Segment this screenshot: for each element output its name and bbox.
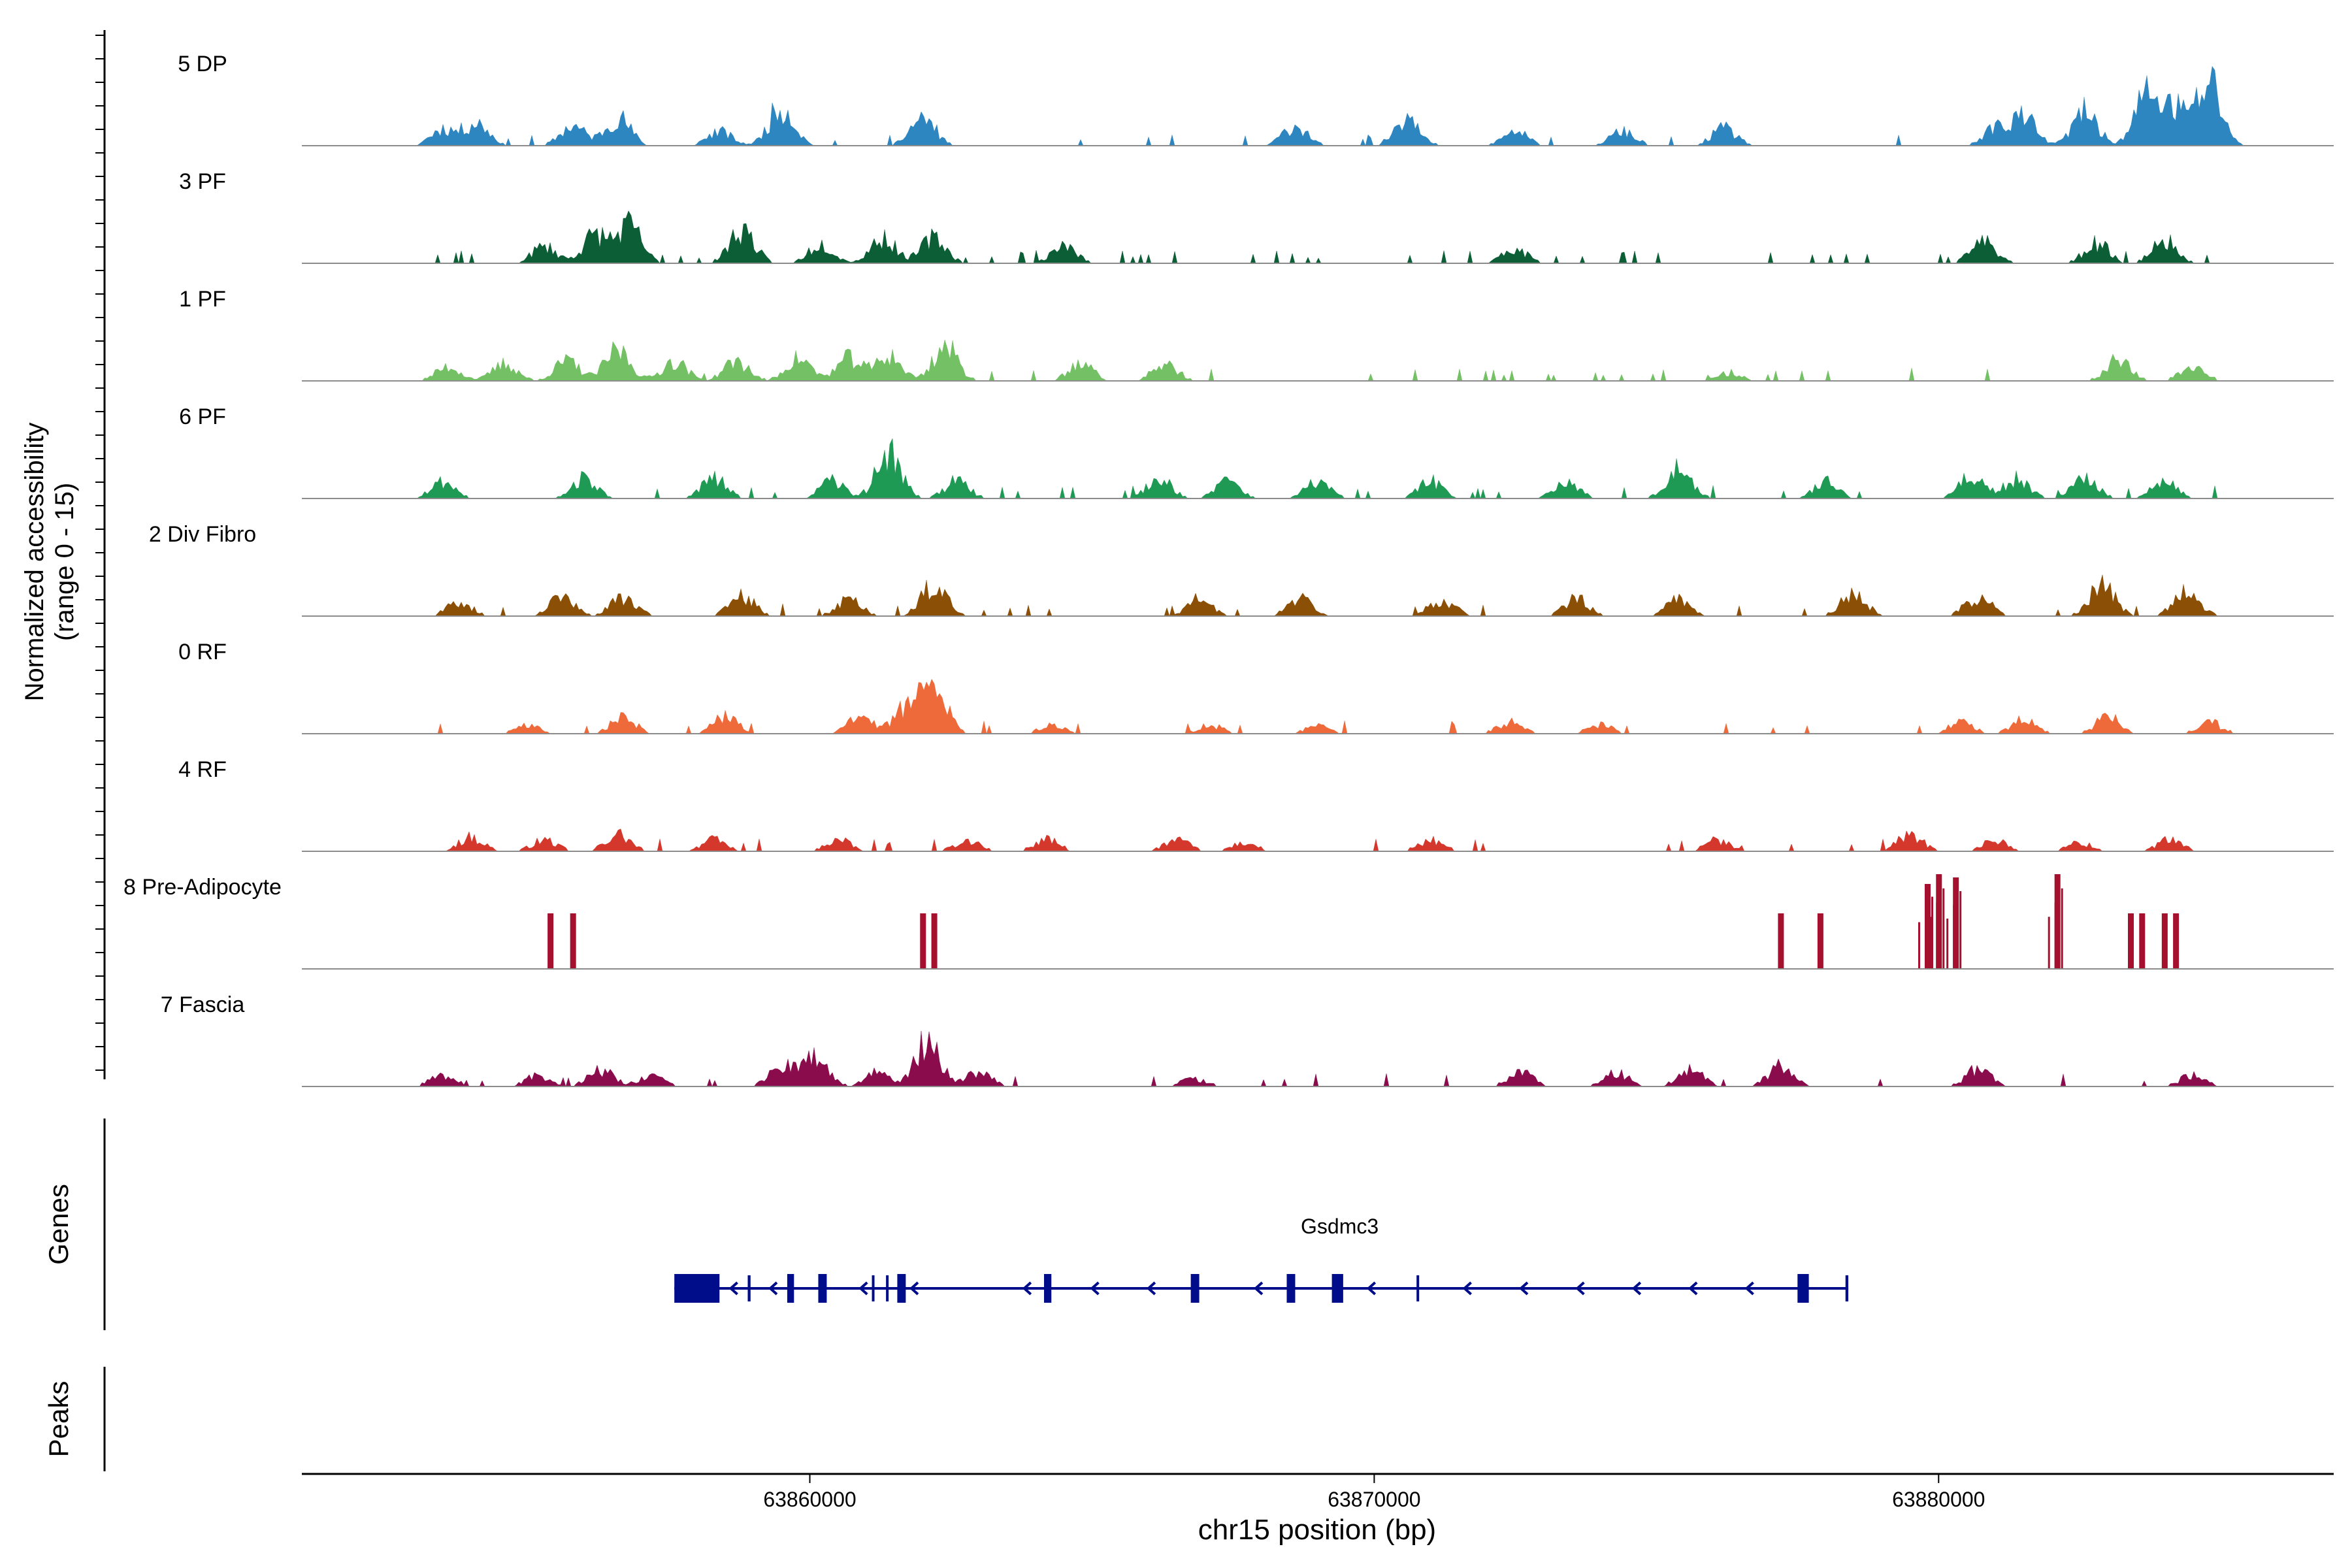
coverage-y-ticks [95, 35, 105, 1071]
strand-arrow [858, 1281, 868, 1296]
coverage-bar [2054, 874, 2061, 969]
coverage-tracks: 5 DP 3 PF 1 PF 6 PF 2 Div Fibro 0 RF 4 RF 8 Pre… [123, 52, 2334, 1087]
track-label: 8 Pre-Adipocyte [123, 875, 282, 900]
coverage-bar [2161, 913, 2168, 969]
coverage-area [302, 828, 2334, 852]
coverage-bar [547, 913, 554, 969]
strand-arrow [1022, 1281, 1032, 1296]
x-axis-ticks: 63860000 63870000 63880000 [763, 1474, 1985, 1511]
coverage-bar [1953, 877, 1959, 969]
peaks-track-label: Peaks [43, 1381, 74, 1458]
track-label: 6 PF [179, 404, 226, 429]
gene-exon [1286, 1274, 1296, 1303]
strand-arrow [1744, 1281, 1754, 1296]
y-axis-label-line: Normalized accessibility [20, 423, 49, 702]
coverage-area [302, 340, 2334, 382]
coverage-bar [1936, 874, 1942, 969]
strand-arrow [1146, 1281, 1156, 1296]
track-label: 0 RF [178, 640, 227, 664]
track-label: 5 DP [178, 52, 227, 76]
genes-track-label: Genes [43, 1184, 74, 1265]
coverage-bar [2128, 913, 2134, 969]
gene-exon [674, 1274, 720, 1303]
strand-arrow [1366, 1281, 1377, 1296]
coverage-spike [2061, 888, 2063, 969]
y-axis-label: Normalized accessibility(range 0 - 15) [20, 423, 79, 702]
track-label: 3 PF [179, 169, 226, 194]
coverage-bar [1817, 913, 1823, 969]
y-axis-label-line: (range 0 - 15) [50, 483, 79, 641]
coverage-area [302, 65, 2334, 146]
strand-arrow [1090, 1281, 1100, 1296]
coverage-spike [1918, 922, 1920, 969]
gene-exon [1190, 1274, 1200, 1303]
coverage-area [302, 574, 2334, 617]
coverage-area [302, 678, 2334, 734]
x-axis-label: chr15 position (bp) [1198, 1514, 1436, 1546]
coverage-bar [2139, 913, 2146, 969]
coverage-spike [1936, 902, 1938, 969]
gene-exon [1845, 1275, 1849, 1301]
gene-exon [818, 1274, 827, 1303]
strand-arrow [1519, 1281, 1529, 1296]
gene-exon [897, 1274, 906, 1303]
coverage-bar [931, 913, 938, 969]
track-3-pf: 3 PF [179, 169, 2334, 264]
track-7-fascia: 7 Fascia [161, 992, 2334, 1087]
track-2-div-fibro: 2 Div Fibro [149, 522, 2334, 617]
strand-arrow [1688, 1281, 1698, 1296]
coverage-spike [1959, 891, 1962, 969]
gene-exon [886, 1275, 889, 1301]
coverage-bar [2173, 913, 2180, 969]
strand-arrow [728, 1281, 738, 1296]
gene-exon [1797, 1274, 1809, 1303]
track-8-pre-adipocyte: 8 Pre-Adipocyte [123, 874, 2334, 970]
x-tick-label: 63860000 [763, 1488, 856, 1511]
strand-arrow [1253, 1281, 1264, 1296]
track-0-rf: 0 RF [178, 640, 2334, 734]
coverage-bar [920, 913, 926, 969]
coverage-spike [1931, 896, 1933, 969]
coverage-bar [1925, 884, 1931, 969]
coverage-spike [2054, 902, 2057, 969]
gene-exon [1331, 1274, 1343, 1303]
x-tick-label: 63880000 [1892, 1488, 1985, 1511]
x-tick-label: 63870000 [1328, 1488, 1420, 1511]
track-1-pf: 1 PF [179, 287, 2334, 382]
gene-name: Gsdmc3 [1301, 1215, 1379, 1238]
track-label: 2 Div Fibro [149, 522, 256, 547]
strand-arrow [909, 1281, 919, 1296]
track-5-dp: 5 DP [178, 52, 2334, 146]
track-6-pf: 6 PF [179, 404, 2334, 499]
track-4-rf: 4 RF [178, 757, 2334, 852]
track-label: 1 PF [179, 287, 226, 312]
gene-track: Gsdmc3 [674, 1215, 1849, 1303]
coverage-spike [1946, 919, 1949, 969]
coverage-spike [1942, 888, 1945, 969]
coverage-area [302, 210, 2334, 264]
coverage-area [302, 1030, 2334, 1087]
coverage-bar [570, 913, 576, 969]
coverage-bar [1778, 913, 1784, 969]
strand-arrow [1631, 1281, 1642, 1296]
track-label: 4 RF [178, 757, 227, 782]
gene-exon [1044, 1274, 1052, 1303]
gene-exon [787, 1274, 794, 1303]
coverage-spike [1925, 909, 1927, 969]
coverage-area [302, 438, 2334, 499]
gene-exon [1416, 1275, 1420, 1301]
strand-arrow [768, 1281, 778, 1296]
gene-exon [747, 1275, 751, 1301]
track-label: 7 Fascia [161, 992, 245, 1017]
gene-exon [872, 1275, 875, 1301]
strand-arrow [1575, 1281, 1585, 1296]
strand-arrow [1462, 1281, 1472, 1296]
coverage-spike [2048, 917, 2050, 969]
coverage-spike [1953, 905, 1955, 969]
coverage-spike [1929, 917, 1932, 969]
